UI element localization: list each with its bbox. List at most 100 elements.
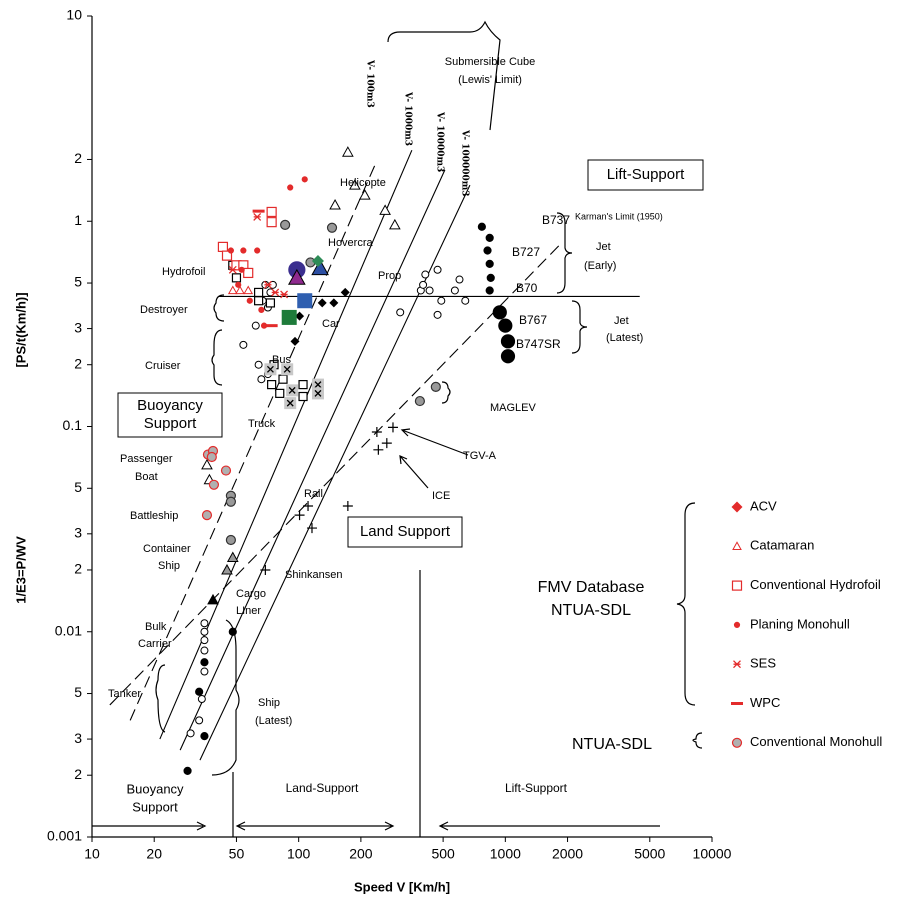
point [284, 397, 297, 410]
legend-marker [733, 621, 741, 629]
annotation: B747SR [516, 337, 561, 351]
point [264, 363, 277, 376]
point [485, 286, 494, 295]
marker-shape [450, 286, 459, 295]
reference-line [199, 184, 471, 761]
brace [571, 300, 588, 354]
arrow [399, 455, 429, 489]
marker-shape [433, 265, 442, 274]
marker-shape [240, 247, 247, 254]
arrow [235, 821, 395, 831]
brace [556, 212, 573, 294]
annotation: (Lewis' Limit) [458, 74, 522, 86]
point [477, 222, 486, 231]
box-label: Land Support [360, 523, 451, 540]
marker-shape [217, 241, 229, 252]
marker-shape [419, 280, 428, 289]
brace [692, 732, 703, 749]
marker-shape [286, 399, 294, 407]
point [433, 310, 442, 319]
point [342, 146, 354, 157]
annotation: Land-Support [286, 781, 359, 795]
point [498, 318, 513, 333]
point [265, 298, 276, 308]
point [290, 336, 300, 346]
marker-shape [208, 479, 220, 490]
point [227, 247, 235, 254]
point [206, 451, 217, 463]
marker-shape [500, 334, 516, 349]
y-tick-label: 0.001 [47, 828, 82, 844]
marker-shape [278, 374, 288, 384]
marker-shape [280, 219, 291, 230]
marker-shape [486, 273, 495, 282]
legend-marker [732, 541, 742, 550]
point [294, 510, 305, 521]
y-tick-label: 5 [74, 274, 82, 290]
annotation: Truck [248, 418, 276, 430]
marker-shape [483, 246, 492, 255]
point [235, 281, 242, 288]
x-axis-title: Speed V [Km/h] [354, 879, 450, 894]
marker-shape [314, 381, 322, 389]
point [200, 627, 209, 636]
marker-shape [239, 340, 248, 349]
legend-label: WPC [750, 695, 780, 710]
marker-shape [295, 311, 305, 321]
point [195, 716, 204, 725]
point [267, 380, 277, 390]
point [225, 534, 237, 546]
marker-shape [225, 496, 237, 507]
marker-shape [183, 766, 192, 775]
marker-shape [254, 247, 261, 254]
marker-shape [220, 465, 232, 476]
brace [211, 619, 240, 776]
marker-shape [731, 501, 743, 513]
marker-shape [280, 290, 289, 299]
annotation: FMV Database [538, 579, 645, 596]
annotation: Support [132, 799, 178, 814]
point [278, 374, 288, 384]
marker-shape [271, 288, 280, 297]
point [492, 305, 507, 320]
marker-shape [266, 206, 277, 218]
annotation: ICE [432, 490, 450, 502]
point [228, 265, 237, 274]
x-tick-label: 20 [146, 846, 162, 862]
point [329, 298, 339, 308]
point [485, 233, 494, 242]
marker-shape [311, 255, 324, 268]
point [228, 627, 237, 636]
marker-shape [371, 427, 382, 438]
x-tick-label: 5000 [634, 846, 665, 862]
marker-shape [283, 365, 291, 373]
point [271, 288, 280, 297]
marker-shape [421, 270, 430, 279]
legend-label: Planing Monohull [750, 616, 850, 631]
annotation: Carrier [138, 638, 172, 650]
point [298, 391, 308, 402]
marker-shape [294, 510, 305, 521]
marker-shape [288, 268, 306, 285]
marker-shape [317, 298, 327, 308]
point [317, 298, 327, 308]
point [281, 309, 297, 325]
point [486, 273, 495, 282]
marker-shape [731, 580, 743, 591]
point [186, 729, 195, 738]
annotation: Container [143, 543, 191, 555]
point [388, 218, 401, 230]
point [381, 438, 392, 449]
marker-shape [430, 381, 441, 392]
brace [676, 502, 696, 706]
marker-shape [267, 380, 277, 390]
point [311, 259, 329, 276]
marker-shape [201, 510, 213, 521]
point [254, 296, 264, 306]
marker-shape [433, 310, 442, 319]
point [238, 266, 245, 273]
point [280, 290, 289, 299]
legend-label: Conventional Monohull [750, 734, 882, 749]
legend-marker [733, 660, 741, 669]
point [500, 349, 516, 364]
